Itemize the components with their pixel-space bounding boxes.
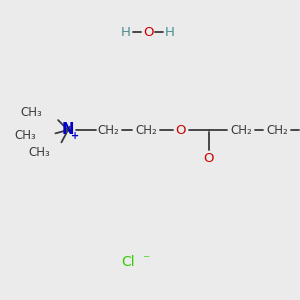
Text: CH₃: CH₃ [14, 129, 36, 142]
Text: CH₂: CH₂ [230, 124, 252, 136]
Text: CH₃: CH₃ [21, 106, 42, 119]
Text: O: O [204, 152, 214, 164]
Text: O: O [176, 124, 186, 136]
Text: +: + [71, 131, 79, 141]
Text: Cl: Cl [121, 255, 135, 269]
Text: O: O [143, 26, 153, 38]
Text: CH₂: CH₂ [97, 124, 119, 136]
Text: CH₃: CH₃ [28, 146, 50, 159]
Text: H: H [121, 26, 131, 38]
Text: CH₂: CH₂ [266, 124, 288, 136]
Text: H: H [165, 26, 175, 38]
Text: N: N [62, 122, 74, 137]
Text: CH₂: CH₂ [135, 124, 157, 136]
Text: ⁻: ⁻ [142, 253, 150, 267]
